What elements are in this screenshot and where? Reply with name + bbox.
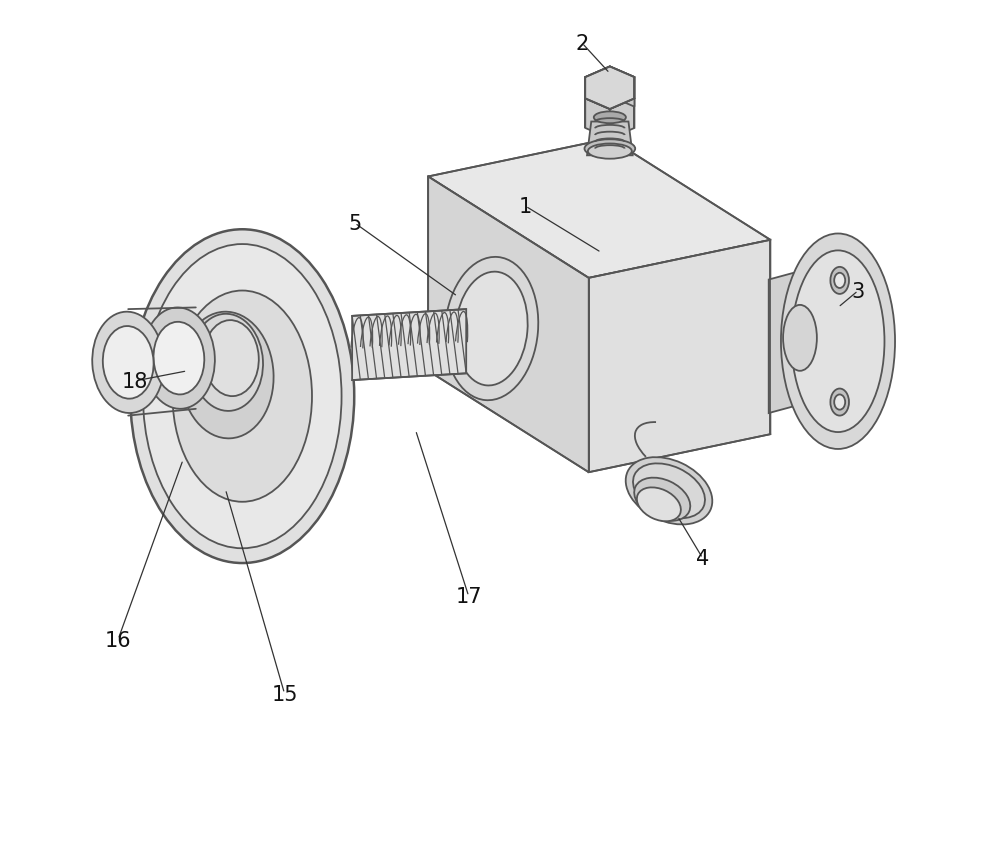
Text: 4: 4 — [696, 549, 709, 569]
Ellipse shape — [181, 312, 274, 439]
Ellipse shape — [626, 457, 712, 525]
Polygon shape — [587, 122, 633, 156]
Ellipse shape — [783, 306, 817, 371]
Ellipse shape — [92, 312, 164, 414]
Polygon shape — [428, 139, 770, 279]
Ellipse shape — [834, 273, 845, 289]
Ellipse shape — [204, 321, 259, 397]
Ellipse shape — [584, 140, 635, 159]
Polygon shape — [585, 68, 634, 110]
Ellipse shape — [103, 327, 154, 399]
Ellipse shape — [830, 268, 849, 295]
Polygon shape — [585, 68, 634, 110]
Text: 3: 3 — [852, 281, 865, 301]
Polygon shape — [610, 100, 634, 139]
Ellipse shape — [154, 322, 204, 395]
Text: 18: 18 — [122, 371, 148, 392]
Text: 2: 2 — [575, 34, 589, 54]
Ellipse shape — [173, 291, 312, 502]
Polygon shape — [585, 100, 610, 139]
Ellipse shape — [834, 395, 845, 410]
Polygon shape — [769, 272, 800, 414]
Ellipse shape — [633, 464, 705, 518]
Ellipse shape — [143, 308, 215, 409]
Text: 17: 17 — [455, 587, 482, 607]
Polygon shape — [589, 241, 770, 473]
Text: 1: 1 — [519, 197, 532, 217]
Polygon shape — [585, 68, 610, 107]
Ellipse shape — [594, 112, 626, 124]
Ellipse shape — [637, 488, 681, 522]
Text: 15: 15 — [271, 684, 298, 704]
Polygon shape — [352, 310, 466, 381]
Ellipse shape — [634, 478, 690, 522]
Ellipse shape — [792, 252, 884, 432]
Ellipse shape — [588, 144, 632, 160]
Ellipse shape — [191, 315, 263, 411]
Ellipse shape — [830, 389, 849, 416]
Polygon shape — [428, 177, 589, 473]
Text: 16: 16 — [105, 630, 131, 650]
Ellipse shape — [445, 257, 538, 401]
Ellipse shape — [130, 230, 354, 564]
Polygon shape — [610, 68, 634, 107]
Ellipse shape — [143, 245, 342, 549]
Ellipse shape — [781, 235, 895, 449]
Ellipse shape — [455, 273, 528, 386]
Text: 5: 5 — [348, 214, 361, 234]
